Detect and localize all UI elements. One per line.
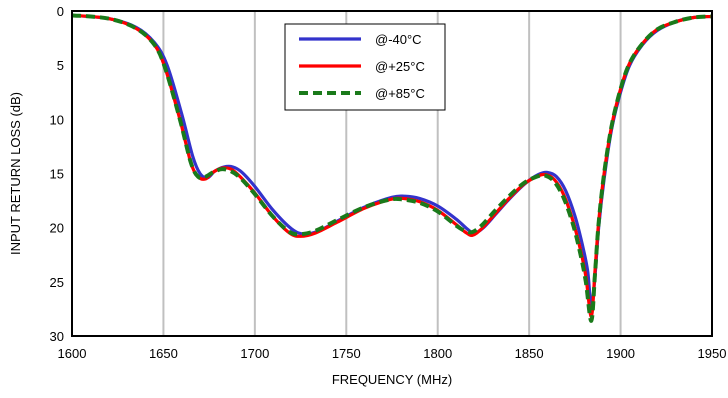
y-tick-label-20: 20 bbox=[50, 221, 64, 236]
plot-frame bbox=[71, 10, 713, 337]
y-tick-label-15: 15 bbox=[50, 167, 64, 182]
x-axis-title: FREQUENCY (MHz) bbox=[332, 372, 452, 387]
y-tick-label-10: 10 bbox=[50, 112, 64, 127]
y-tick-labels: 0 5 10 15 20 25 30 bbox=[50, 4, 64, 344]
legend-label-minus40: @-40°C bbox=[375, 32, 422, 47]
x-tick-label-1650: 1650 bbox=[149, 346, 178, 361]
legend-label-plus25: @+25°C bbox=[375, 59, 425, 74]
series-line-plus85 bbox=[71, 13, 713, 323]
x-tick-label-1700: 1700 bbox=[240, 346, 269, 361]
y-axis-title: INPUT RETURN LOSS (dB) bbox=[8, 92, 23, 255]
x-tick-label-1600: 1600 bbox=[58, 346, 87, 361]
y-tick-label-25: 25 bbox=[50, 275, 64, 290]
y-tick-label-0: 0 bbox=[57, 4, 64, 19]
x-tick-label-1900: 1900 bbox=[606, 346, 635, 361]
x-tick-label-1750: 1750 bbox=[332, 346, 361, 361]
y-tick-label-30: 30 bbox=[50, 329, 64, 344]
x-tick-label-1950: 1950 bbox=[698, 346, 727, 361]
y-tick-label-5: 5 bbox=[57, 58, 64, 73]
series-lines bbox=[71, 13, 713, 323]
x-tick-labels: 1600 1650 1700 1750 1800 1850 1900 1950 bbox=[58, 346, 727, 361]
x-tick-label-1800: 1800 bbox=[423, 346, 452, 361]
legend-label-plus85: @+85°C bbox=[375, 86, 425, 101]
legend: @-40°C @+25°C @+85°C bbox=[284, 23, 446, 111]
x-tick-label-1850: 1850 bbox=[515, 346, 544, 361]
